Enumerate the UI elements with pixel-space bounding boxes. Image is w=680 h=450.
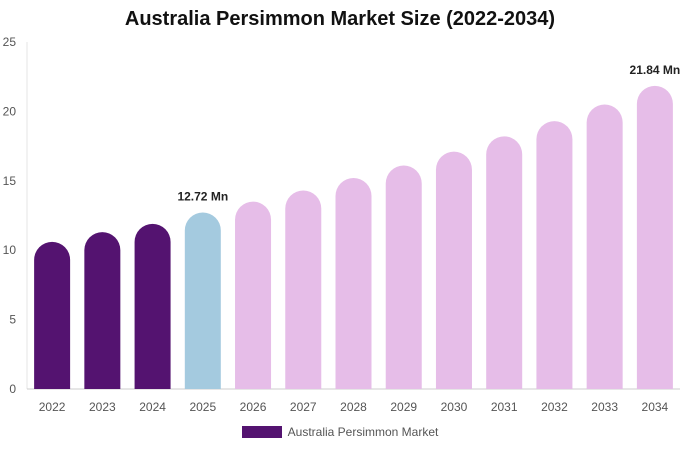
bar-2023 bbox=[84, 232, 121, 389]
x-tick-label: 2031 bbox=[491, 400, 518, 414]
data-labels-group: 12.72 Mn 21.84 Mn bbox=[177, 63, 680, 204]
x-tick-label: 2022 bbox=[39, 400, 66, 414]
legend: Australia Persimmon Market bbox=[0, 425, 680, 439]
bar-2031 bbox=[486, 136, 523, 389]
x-tick-label: 2034 bbox=[642, 400, 669, 414]
x-tick-label: 2027 bbox=[290, 400, 317, 414]
x-tick-label: 2025 bbox=[189, 400, 216, 414]
data-label: 12.72 Mn bbox=[177, 189, 228, 203]
y-tick-label: 25 bbox=[3, 35, 17, 49]
bar-2027 bbox=[285, 190, 322, 389]
legend-label: Australia Persimmon Market bbox=[287, 425, 439, 439]
x-axis-ticks: 2022 2023 2024 2025 2026 2027 2028 2029 2030 2031… bbox=[39, 400, 669, 414]
y-axis-ticks: 0 5 10 15 20 25 bbox=[3, 35, 17, 396]
bars-group bbox=[34, 85, 673, 390]
bar-2022 bbox=[34, 241, 71, 389]
y-tick-label: 0 bbox=[9, 382, 16, 396]
bar-2034 bbox=[636, 85, 673, 389]
data-label: 21.84 Mn bbox=[630, 63, 680, 77]
legend-swatch bbox=[241, 426, 282, 438]
x-tick-label: 2026 bbox=[240, 400, 267, 414]
bar-2029 bbox=[385, 165, 422, 389]
bar-2032 bbox=[536, 121, 573, 390]
x-tick-label: 2030 bbox=[441, 400, 468, 414]
y-tick-label: 10 bbox=[3, 243, 17, 257]
x-tick-label: 2023 bbox=[89, 400, 116, 414]
bar-2028 bbox=[335, 178, 372, 389]
y-tick-label: 20 bbox=[3, 104, 17, 118]
bar-2030 bbox=[435, 151, 472, 389]
y-tick-label: 5 bbox=[9, 313, 16, 327]
bar-2033 bbox=[586, 104, 623, 390]
x-tick-label: 2028 bbox=[340, 400, 367, 414]
x-tick-label: 2029 bbox=[390, 400, 417, 414]
y-tick-label: 15 bbox=[3, 174, 17, 188]
x-tick-label: 2033 bbox=[591, 400, 618, 414]
bar-2025 bbox=[184, 212, 221, 389]
chart-title: Australia Persimmon Market Size (2022-20… bbox=[124, 8, 556, 30]
bar-2024 bbox=[134, 223, 171, 389]
x-tick-label: 2024 bbox=[139, 400, 166, 414]
bar-2026 bbox=[235, 201, 272, 389]
x-tick-label: 2032 bbox=[541, 400, 568, 414]
